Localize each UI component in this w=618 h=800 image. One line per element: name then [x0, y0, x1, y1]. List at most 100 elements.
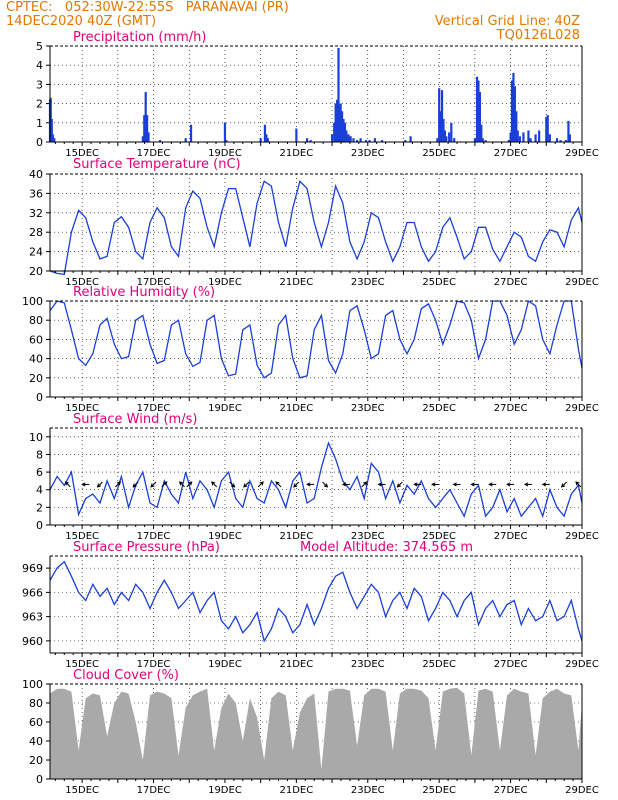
rh-ytick-label: 100 [22, 295, 43, 308]
temp-xtick-label: 17DEC [137, 277, 171, 288]
precip-bar [339, 103, 342, 142]
precip-bar [481, 138, 484, 142]
precip-bar [477, 80, 480, 142]
precip-bar [545, 117, 548, 142]
temp-xtick-label: 25DEC [422, 277, 456, 288]
wind-arrow [186, 481, 193, 488]
wind-arrow [561, 481, 567, 488]
cloud-xtick-label: 27DEC [494, 785, 528, 796]
precip-bar [147, 132, 150, 142]
pressure-xtick-label: 27DEC [494, 659, 528, 670]
precip-ytick-label: 2 [36, 98, 43, 111]
precip-bar [518, 136, 521, 142]
precip-xtick-label: 23DEC [351, 148, 385, 159]
wind-arrow [243, 481, 250, 488]
wind-arrow [211, 481, 218, 488]
precip-ytick-label: 4 [36, 59, 43, 72]
wind-arrow-head [188, 481, 193, 486]
precip-bar [522, 132, 525, 142]
temp-ytick-label: 36 [29, 187, 43, 200]
wind-arrow-head [431, 482, 436, 487]
wind-arrow [161, 481, 168, 488]
wind-arrow-head [413, 482, 418, 487]
precip-bar [568, 134, 571, 142]
precip-bar [436, 138, 439, 142]
precip-title: Precipitation (mm/h) [73, 30, 206, 45]
rh-ytick-label: 20 [29, 372, 43, 385]
precip-xtick-label: 27DEC [494, 148, 528, 159]
rh-xtick-label: 29DEC [565, 403, 599, 414]
precip-xtick-label: 25DEC [422, 148, 456, 159]
wind-ytick-label: 2 [36, 501, 43, 514]
precip-bar [450, 122, 453, 142]
precip-bar [263, 124, 267, 142]
wind-arrow [150, 481, 157, 488]
precip-bar [51, 134, 54, 142]
temp-xtick-label: 21DEC [279, 277, 313, 288]
precip-bar [349, 136, 352, 142]
rh-ytick-label: 60 [29, 333, 43, 346]
wind-arrow-head [541, 482, 547, 487]
wind-xtick-label: 17DEC [137, 531, 171, 542]
precip-bar [443, 130, 446, 142]
wind-arrow-head [163, 481, 168, 486]
wind-arrow-head [178, 481, 184, 486]
wind-arrow-head [243, 483, 248, 488]
precip-bar [143, 115, 146, 142]
rh-xtick-label: 15DEC [65, 403, 99, 414]
precip-bar [453, 138, 456, 142]
wind-arrow-head [396, 483, 401, 488]
wind-ytick-label: 10 [29, 431, 43, 444]
pressure-ytick-label: 960 [22, 635, 43, 648]
precip-bar [373, 138, 377, 142]
precip-bar [404, 140, 407, 142]
wind-arrow-head [575, 481, 580, 486]
precip-bar [510, 80, 514, 142]
wind-arrow-head [96, 483, 102, 488]
rh-xtick-label: 19DEC [208, 403, 242, 414]
wind-arrow [322, 481, 328, 488]
wind-xtick-label: 25DEC [422, 531, 456, 542]
temp-line [49, 180, 583, 276]
wind-ytick-label: 4 [36, 484, 43, 497]
wind-xtick-label: 19DEC [208, 531, 242, 542]
precip-bar [335, 99, 339, 142]
wind-arrow-head [363, 481, 368, 486]
precip-bar [295, 128, 298, 142]
pressure-xtick-label: 19DEC [208, 659, 242, 670]
precip-bar [337, 47, 340, 142]
precip-xtick-label: 19DEC [208, 148, 242, 159]
temp-ytick-label: 40 [29, 168, 43, 181]
rh-ytick-label: 80 [29, 314, 43, 327]
precip-ytick-label: 5 [36, 40, 43, 53]
wind-arrow-head [452, 482, 457, 487]
precip-bar [330, 134, 334, 142]
precip-bar [266, 138, 269, 142]
cloud-ytick-label: 40 [29, 735, 43, 748]
precip-bar [445, 136, 448, 142]
precip-bar [184, 138, 187, 142]
precip-bar [475, 76, 479, 142]
precip-bar [509, 132, 512, 142]
wind-xtick-label: 15DEC [65, 531, 99, 542]
wind-arrow [361, 481, 368, 488]
precip-bar [359, 138, 362, 142]
wind-arrow-head [231, 483, 236, 488]
cloud-ytick-label: 0 [36, 773, 43, 786]
precip-bar [368, 140, 371, 142]
pressure-ytick-label: 969 [22, 562, 43, 575]
precip-bar [225, 140, 228, 142]
precip-bar [534, 134, 537, 142]
precip-bar [333, 122, 336, 142]
wind-title: Surface Wind (m/s) [73, 412, 197, 427]
wind-arrow [229, 481, 235, 488]
precip-xtick-label: 29DEC [565, 148, 599, 159]
rh-xtick-label: 21DEC [279, 403, 313, 414]
precip-bar [478, 92, 481, 142]
wind-arrow [397, 481, 403, 488]
rh-title: Relative Humidity (%) [73, 285, 215, 300]
wind-arrow-head [306, 482, 311, 487]
wind-line [49, 441, 583, 519]
temp-xtick-label: 23DEC [351, 277, 385, 288]
